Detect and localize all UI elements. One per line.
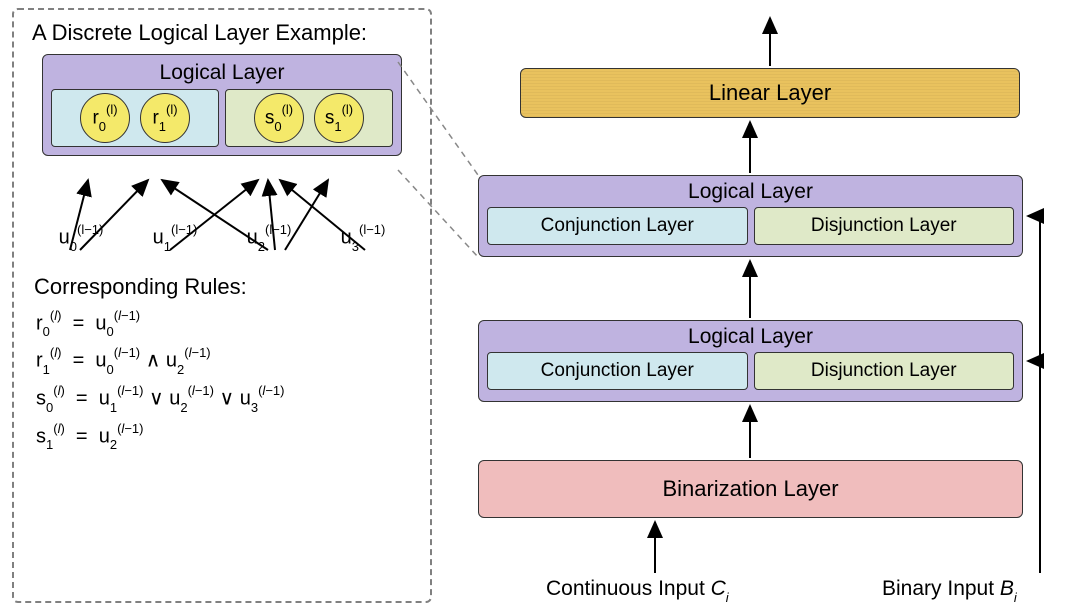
example-sub-row: r0(l) r1(l) s0(l) s1(l)	[51, 89, 393, 147]
logical-label-lower: Logical Layer	[487, 325, 1014, 349]
logical-layer-lower: Logical Layer Conjunction Layer Disjunct…	[478, 320, 1023, 402]
u1: u1(l−1)	[153, 224, 198, 252]
binary-input-label: Binary Input Bi	[882, 577, 1017, 603]
u0: u0(l−1)	[59, 224, 104, 252]
example-conjunction-box: r0(l) r1(l)	[51, 89, 219, 147]
example-disjunction-box: s0(l) s1(l)	[225, 89, 393, 147]
logical-label-upper: Logical Layer	[487, 180, 1014, 204]
conjunction-layer-upper: Conjunction Layer	[487, 207, 748, 245]
example-panel: A Discrete Logical Layer Example: Logica…	[12, 8, 432, 603]
example-title: A Discrete Logical Layer Example:	[32, 20, 416, 46]
sublayers-lower: Conjunction Layer Disjunction Layer	[487, 352, 1014, 390]
u-inputs-row: u0(l−1) u1(l−1) u2(l−1) u3(l−1)	[28, 224, 416, 252]
example-logical-layer: Logical Layer r0(l) r1(l) s0(l) s1(l)	[42, 54, 402, 156]
sublayers-upper: Conjunction Layer Disjunction Layer	[487, 207, 1014, 245]
rule-4: s1(l) = u2(l−1)	[36, 423, 416, 451]
linear-layer: Linear Layer	[520, 68, 1020, 118]
u2: u2(l−1)	[247, 224, 292, 252]
node-s1: s1(l)	[314, 93, 364, 143]
rules-title: Corresponding Rules:	[34, 274, 416, 300]
node-s0: s0(l)	[254, 93, 304, 143]
rule-1: r0(l) = u0(l−1)	[36, 310, 416, 338]
node-r0: r0(l)	[80, 93, 130, 143]
disjunction-layer-upper: Disjunction Layer	[754, 207, 1015, 245]
rule-3: s0(l) = u1(l−1) ∨ u2(l−1) ∨ u3(l−1)	[36, 385, 416, 413]
node-r1: r1(l)	[140, 93, 190, 143]
continuous-input-label: Continuous Input Ci	[546, 577, 729, 603]
conjunction-layer-lower: Conjunction Layer	[487, 352, 748, 390]
disjunction-layer-lower: Disjunction Layer	[754, 352, 1015, 390]
binarization-layer: Binarization Layer	[478, 460, 1023, 518]
logical-layer-upper: Logical Layer Conjunction Layer Disjunct…	[478, 175, 1023, 257]
example-logical-label: Logical Layer	[51, 61, 393, 85]
u3: u3(l−1)	[341, 224, 386, 252]
rule-2: r1(l) = u0(l−1) ∧ u2(l−1)	[36, 347, 416, 375]
